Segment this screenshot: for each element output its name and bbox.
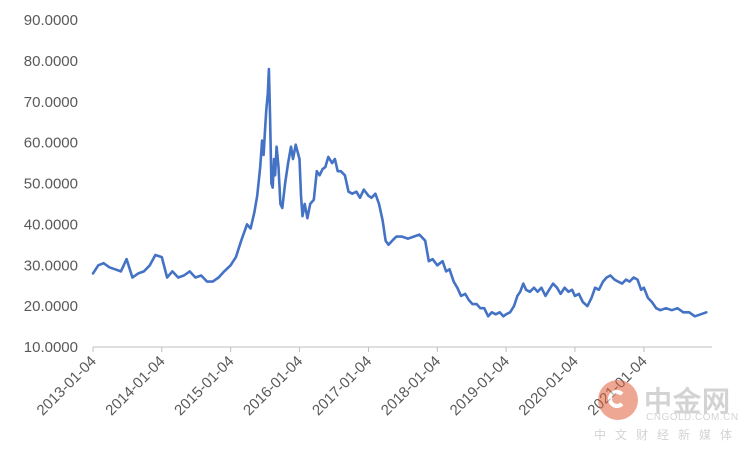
y-tick-label: 40.0000 xyxy=(24,216,78,233)
y-tick-label: 70.0000 xyxy=(24,94,78,111)
y-tick-label: 90.0000 xyxy=(24,12,78,29)
x-tick-label: 2013-01-04 xyxy=(34,353,100,419)
x-tick-label: 2018-01-04 xyxy=(378,353,444,419)
y-tick-label: 10.0000 xyxy=(24,339,78,356)
watermark-name: 中金网 xyxy=(644,386,732,417)
cngold-logo-icon xyxy=(598,380,638,420)
x-tick-label: 2016-01-04 xyxy=(240,353,306,419)
x-tick-label: 2015-01-04 xyxy=(171,353,237,419)
watermark: 中金网 CNGOLD.COM.CN 中文财经新媒体 xyxy=(584,376,744,442)
y-tick-label: 60.0000 xyxy=(24,135,78,152)
y-tick-label: 80.0000 xyxy=(24,53,78,70)
y-tick-label: 30.0000 xyxy=(24,257,78,274)
x-tick-label: 2014-01-04 xyxy=(102,353,168,419)
y-tick-label: 20.0000 xyxy=(24,298,78,315)
series-line xyxy=(91,67,708,318)
y-tick-label: 50.0000 xyxy=(24,176,78,193)
y-axis-ticks: 10.0000 20.0000 30.0000 40.0000 50.0000 60.00… xyxy=(24,12,78,356)
x-axis-ticks: 2013-01-04 2014-01-04 2015-01-04 2016-01-04… xyxy=(34,347,651,419)
watermark-tagline: 中文财经新媒体 xyxy=(594,428,742,442)
x-tick-label: 2019-01-04 xyxy=(447,353,513,419)
x-tick-label: 2020-01-04 xyxy=(515,353,581,419)
watermark-domain: CNGOLD.COM.CN xyxy=(646,412,739,423)
series-layer xyxy=(91,67,708,318)
x-tick-label: 2017-01-04 xyxy=(309,353,375,419)
